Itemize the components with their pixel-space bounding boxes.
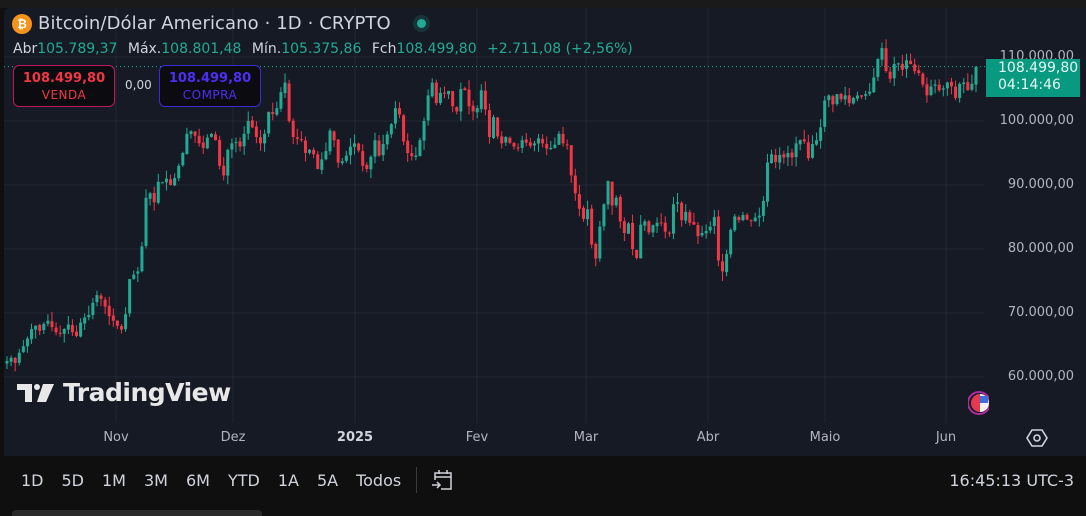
spread-value: 0,00 — [125, 78, 152, 92]
price-axis-label: 70.000,00 — [1007, 305, 1074, 320]
candlestick-plot[interactable] — [4, 8, 1086, 456]
symbol-title[interactable]: Bitcoin/Dólar Americano · 1D · CRYPTO — [38, 13, 391, 34]
range-1a[interactable]: 1A — [277, 470, 299, 490]
sell-label: VENDA — [41, 88, 87, 102]
time-axis-label: 2025 — [336, 430, 374, 445]
close-label: Fch — [371, 41, 397, 57]
time-axis-label: Jun — [935, 430, 957, 445]
time-axis-label: Maio — [809, 430, 841, 445]
sell-price: 108.499,80 — [22, 71, 106, 86]
tradingview-logo-icon — [17, 383, 54, 402]
settings-icon[interactable] — [1026, 427, 1048, 449]
time-axis-label: Mar — [573, 430, 599, 445]
range-6m[interactable]: 6M — [185, 470, 210, 490]
watermark-text: TradingView — [63, 378, 231, 407]
bottom-scrollbar[interactable] — [12, 510, 262, 516]
buy-button[interactable]: 108.499,80 COMPRA — [159, 65, 261, 107]
low-label: Mín. — [251, 41, 282, 57]
price-axis-label: 90.000,00 — [1007, 177, 1074, 192]
toolbar-divider — [416, 467, 418, 493]
open-label: Abr — [13, 41, 38, 57]
time-axis-label: Abr — [696, 430, 720, 445]
clock-timezone[interactable]: 16:45:13 UTC-3 — [949, 470, 1074, 490]
buy-label: COMPRA — [182, 88, 238, 102]
ohlc-legend: Abr105.789,37 Máx.108.801,48 Mín.105.375… — [13, 41, 633, 57]
time-axis-label: Nov — [103, 430, 129, 445]
top-strip — [0, 0, 1086, 8]
time-axis-label: Dez — [220, 430, 246, 445]
price-axis-label: 100.000,00 — [999, 113, 1074, 128]
close-value: 108.499,80 — [396, 41, 477, 57]
bitcoin-icon: ₿ — [12, 13, 32, 34]
last-price: 108.499,80 — [998, 60, 1079, 76]
buy-price: 108.499,80 — [168, 71, 252, 86]
range-all[interactable]: Todos — [356, 470, 402, 490]
time-axis-label: Fev — [465, 430, 489, 445]
high-label: Máx. — [127, 41, 162, 57]
range-1d[interactable]: 1D — [21, 470, 44, 490]
go-to-date-icon[interactable] — [429, 467, 455, 493]
market-status-icon — [416, 19, 426, 28]
price-axis-label: 80.000,00 — [1007, 241, 1074, 256]
events-flag-icon[interactable] — [965, 390, 989, 416]
change-value: +2.711,08 (+2,56%) — [487, 41, 633, 57]
tradingview-watermark[interactable]: TradingView — [17, 378, 231, 407]
sell-button[interactable]: 108.499,80 VENDA — [13, 65, 115, 107]
range-3m[interactable]: 3M — [143, 470, 168, 490]
last-price-tag: 108.499,80 04:14:46 — [986, 59, 1080, 97]
range-toolbar: 1D 5D 1M 3M 6M YTD 1A 5A Todos 16:45:13 … — [4, 456, 1086, 504]
range-5d[interactable]: 5D — [61, 470, 85, 490]
open-value: 105.789,37 — [37, 41, 118, 57]
high-value: 108.801,48 — [161, 41, 242, 57]
low-value: 105.375,86 — [281, 41, 362, 57]
price-axis-label: 60.000,00 — [1007, 369, 1074, 384]
range-1m[interactable]: 1M — [102, 470, 126, 490]
range-5a[interactable]: 5A — [316, 470, 339, 490]
range-ytd[interactable]: YTD — [227, 470, 260, 490]
bar-countdown: 04:14:46 — [998, 77, 1061, 93]
symbol-header: ₿ Bitcoin/Dólar Americano · 1D · CRYPTO — [12, 13, 426, 34]
